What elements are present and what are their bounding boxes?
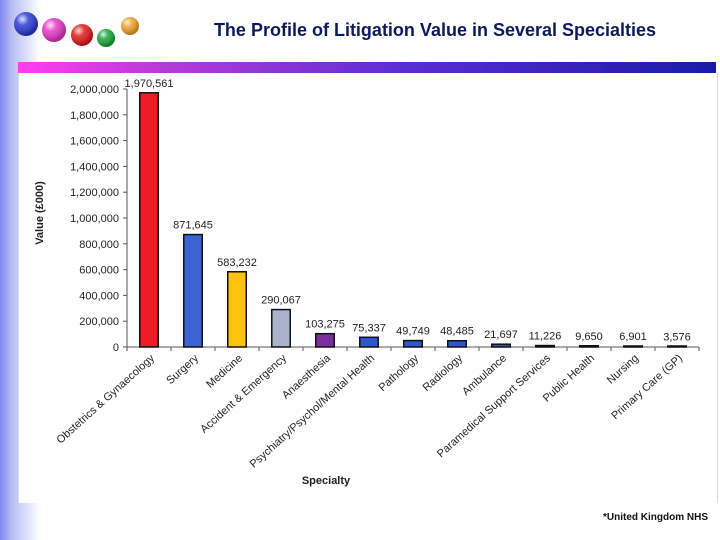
x-tick-label: Obstetrics & Gynaecology	[54, 352, 157, 446]
x-tick-label: Medicine	[204, 352, 245, 390]
x-tick-label: Radiology	[421, 352, 466, 394]
bar-12	[623, 345, 643, 348]
data-label: 49,749	[396, 326, 430, 338]
data-label: 103,275	[305, 319, 345, 331]
bar-9	[491, 343, 511, 348]
bar-5	[315, 332, 335, 348]
bar-11	[579, 345, 599, 348]
ball-shine	[121, 17, 139, 35]
slide-title: The Profile of Litigation Value in Sever…	[213, 20, 657, 40]
bar-4	[271, 308, 291, 348]
data-label: 9,650	[575, 331, 603, 343]
data-label: 21,697	[484, 329, 518, 341]
data-label: 3,576	[663, 332, 691, 344]
bar-6	[359, 336, 379, 348]
data-label: 290,067	[261, 295, 301, 307]
ball-shine	[71, 24, 93, 46]
y-tick-label: 0	[113, 342, 119, 354]
x-tick-label: Accident & Emergency	[198, 352, 289, 436]
title-rule	[18, 62, 716, 73]
decorative-balls	[14, 12, 139, 47]
data-label: 1,970,561	[125, 78, 174, 90]
bar-chart: 0 200,000 400,000 600,000 800,000 1,000,000 1,…	[34, 78, 700, 487]
axis-layer: 0 200,000 400,000 600,000 800,000 1,000,000 1,…	[70, 84, 700, 354]
bar-13	[667, 345, 687, 348]
y-tick-label: 1,200,000	[70, 187, 119, 199]
bar-7	[403, 339, 423, 348]
y-tick-label: 1,600,000	[70, 136, 119, 148]
ball-shine	[42, 18, 66, 42]
bar-3	[227, 271, 247, 348]
data-label: 75,337	[352, 322, 386, 334]
bar-1	[139, 92, 159, 348]
data-label: 6,901	[619, 331, 647, 343]
y-tick-label: 1,800,000	[70, 110, 119, 122]
y-tick-label: 600,000	[79, 265, 119, 277]
ball-shine	[97, 29, 115, 47]
data-label: 11,226	[529, 331, 562, 343]
y-tick-label: 1,400,000	[70, 161, 119, 173]
data-label: 48,485	[440, 326, 474, 338]
y-tick-label: 800,000	[79, 239, 119, 251]
bar-10	[535, 344, 555, 348]
y-tick-label: 400,000	[79, 290, 119, 302]
bar-2	[183, 233, 203, 348]
y-tick-label: 200,000	[79, 316, 119, 328]
chart-panel: 0 200,000 400,000 600,000 800,000 1,000,000 1,…	[18, 73, 718, 503]
x-tick-label: Nursing	[605, 352, 641, 386]
y-tick-label: 1,000,000	[70, 213, 119, 225]
data-label: 871,645	[173, 220, 213, 232]
x-tick-label: Pathology	[377, 352, 422, 394]
y-tick-label: 2,000,000	[70, 84, 119, 96]
bar-layer	[139, 92, 687, 348]
source-note: *United Kingdom NHS	[603, 512, 708, 523]
x-tick-label: Surgery	[164, 352, 201, 387]
data-label: 583,232	[217, 257, 257, 269]
bar-8	[447, 339, 467, 348]
x-axis-title: Specialty	[302, 475, 351, 487]
ball-shine	[14, 12, 38, 36]
y-axis-title: Value (£000)	[34, 181, 46, 245]
